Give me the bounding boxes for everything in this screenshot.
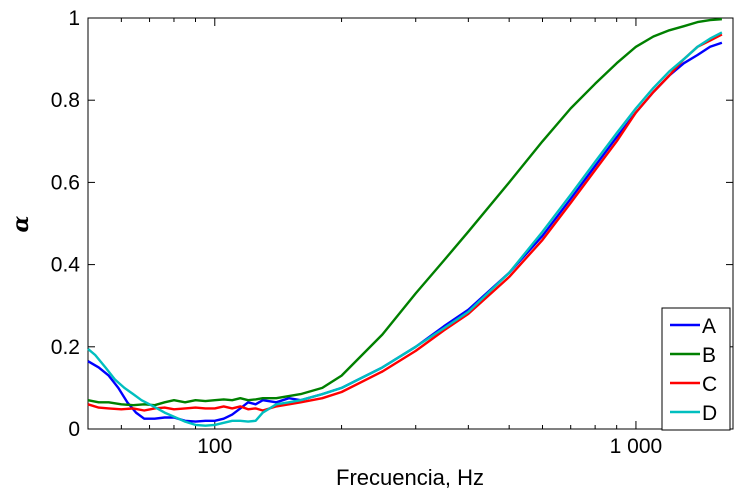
legend-label-c: C [702,373,717,396]
legend-label-a: A [702,315,716,338]
y-tick-label: 0.8 [51,89,80,112]
y-tick-label: 0.4 [51,254,81,277]
x-tick-label: 1 000 [610,435,663,458]
y-tick-label: 0.2 [51,336,80,359]
legend-box [661,307,731,431]
y-axis-label: α [8,215,34,232]
x-axis-label: Frecuencia, Hz [336,465,484,490]
x-tick-label: 100 [197,435,232,458]
y-tick-label: 0.6 [51,171,80,194]
series-line-c [87,33,723,412]
legend-label-b: B [702,344,716,367]
legend-label-d: D [702,402,717,425]
y-tick-label: 0 [68,418,80,441]
series-line-d [87,31,723,427]
series-lines [87,18,723,427]
plot-area [87,17,734,430]
series-line-a [87,41,723,423]
axis-ticks: 0 0.2 0.4 0.6 0.8 1 100 1 000 [51,7,733,458]
y-tick-label: 1 [68,7,80,30]
series-line-b [87,18,722,407]
